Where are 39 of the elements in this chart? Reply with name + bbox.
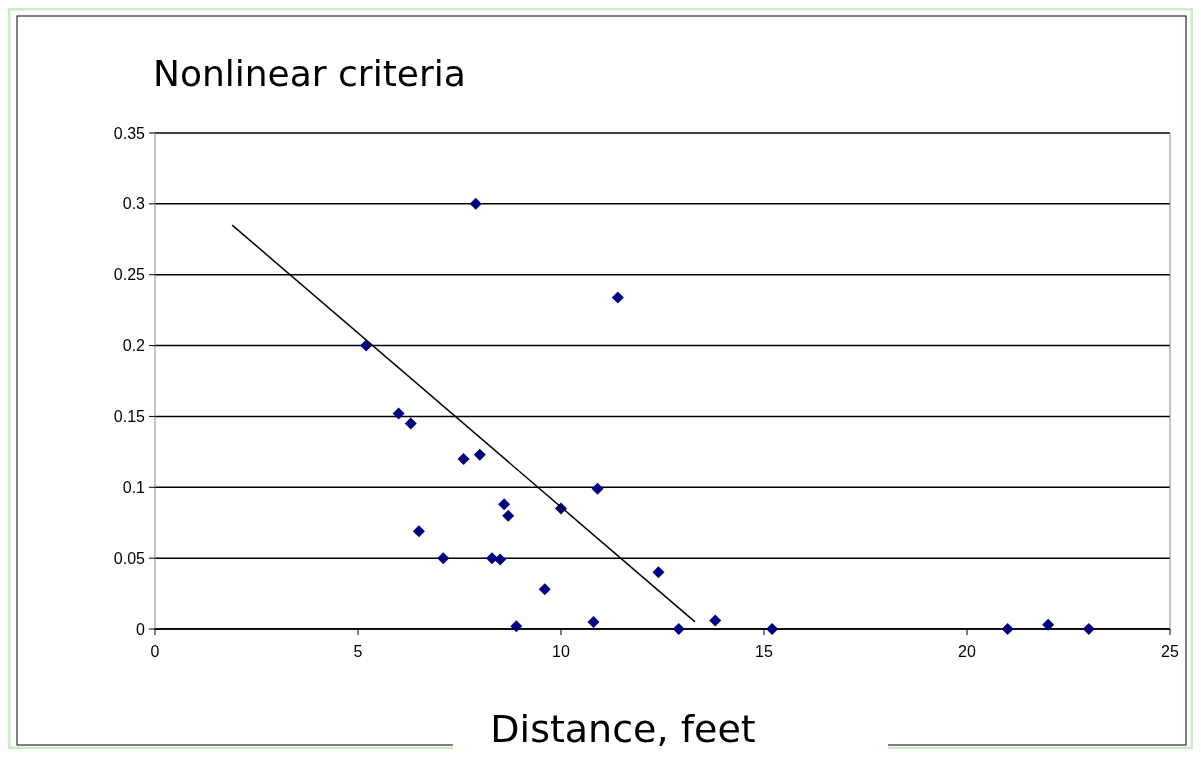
y-tick-label: 0.3 <box>122 195 146 213</box>
x-tick-label: 0 <box>150 643 160 660</box>
x-tick-label: 10 <box>552 643 570 660</box>
point <box>611 291 624 304</box>
x-tick-label: 15 <box>755 643 773 660</box>
point <box>404 417 417 430</box>
point <box>1001 623 1014 635</box>
point <box>652 566 665 579</box>
x-axis-title: Distance, feet <box>490 707 756 751</box>
point <box>1042 618 1055 631</box>
y-tick-label: 0 <box>136 620 146 638</box>
point <box>709 614 722 627</box>
point <box>498 498 511 511</box>
point <box>457 452 470 465</box>
point <box>473 448 486 461</box>
point <box>502 509 515 522</box>
point <box>587 615 600 628</box>
point <box>494 553 507 566</box>
y-tick-label: 0.35 <box>113 124 146 142</box>
y-tick-label: 0.05 <box>113 549 146 567</box>
point <box>591 482 604 495</box>
point <box>1082 623 1095 635</box>
y-tick-label: 0.2 <box>122 337 146 355</box>
x-tick-label: 20 <box>958 643 976 660</box>
point <box>412 525 425 538</box>
x-tick-label: 25 <box>1161 643 1179 660</box>
point <box>766 623 779 635</box>
point <box>469 197 482 210</box>
y-tick-label: 0.15 <box>113 408 146 426</box>
point <box>392 407 405 420</box>
y-tick-label: 0.25 <box>113 266 146 284</box>
chart-title: Nonlinear criteria <box>153 53 466 94</box>
y-tick-label: 0.1 <box>122 478 146 496</box>
point <box>437 552 450 565</box>
point <box>510 620 523 633</box>
point <box>672 623 685 635</box>
x-tick-label: 5 <box>353 643 363 660</box>
point <box>360 339 373 352</box>
point <box>538 583 551 596</box>
